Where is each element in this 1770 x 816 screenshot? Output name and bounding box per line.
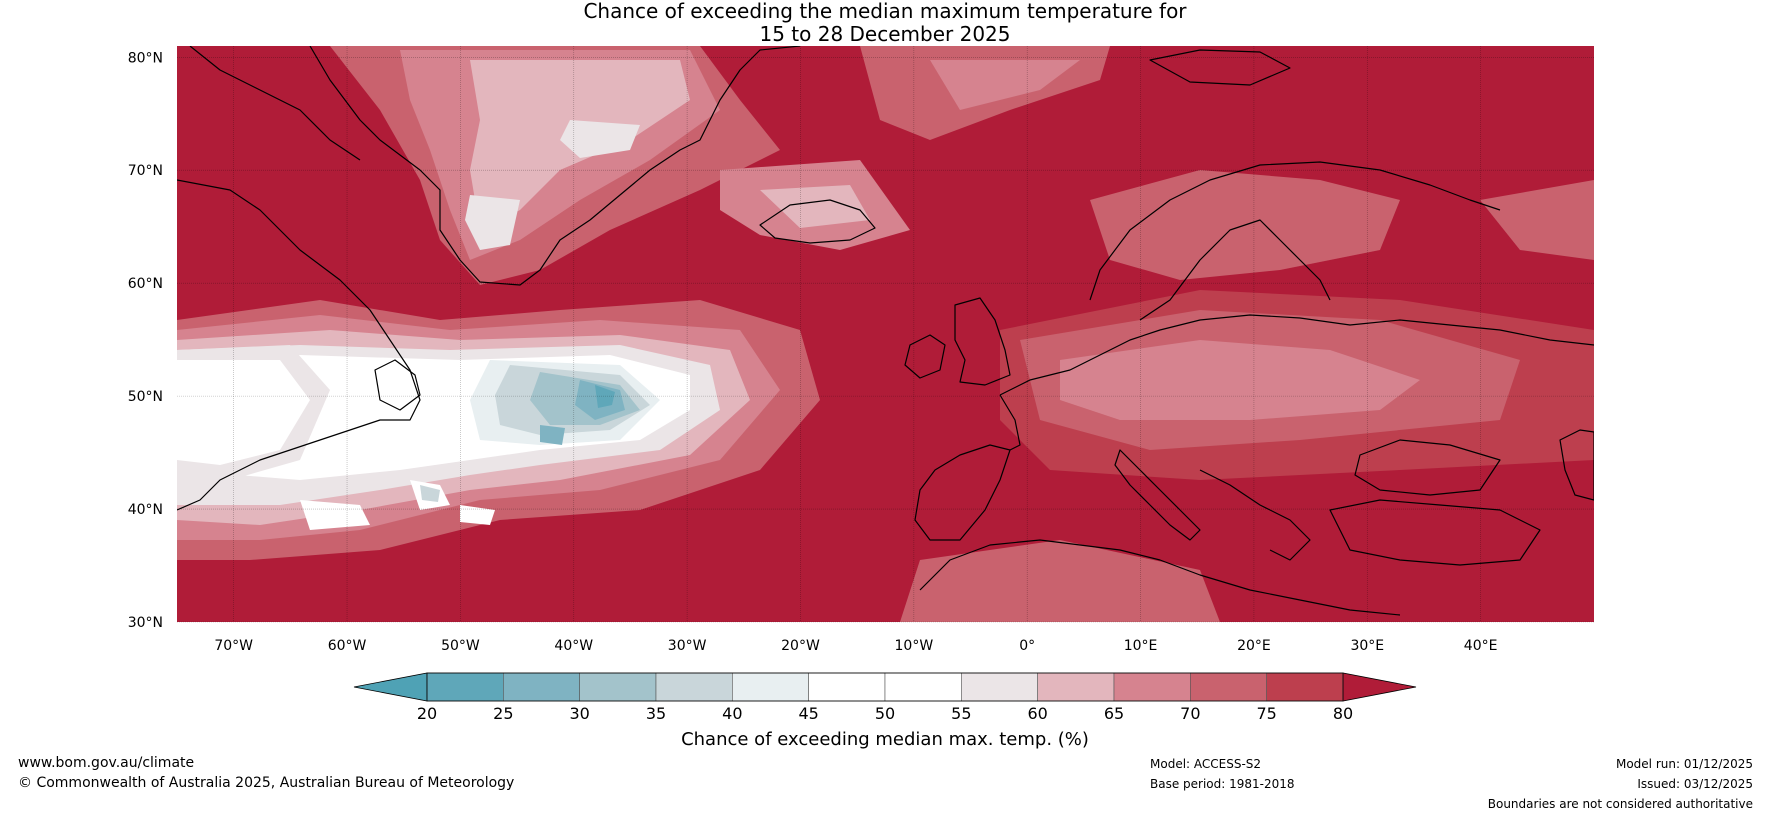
colorbar-segment (655, 672, 733, 702)
latitude-label: 50°N (128, 389, 163, 405)
colorbar-outline (426, 672, 1344, 702)
colorbar-segment (732, 672, 809, 702)
colorbar-tick-label: 50 (875, 704, 895, 723)
colorbar-tick-label: 70 (1180, 704, 1200, 723)
footer-model-run: Model run: 01/12/2025 (1615, 757, 1753, 771)
colorbar-tick-label: 35 (646, 704, 666, 723)
atlantic-shading-25b (540, 425, 565, 445)
france-coast (999, 394, 1021, 451)
longitude-label: 20°E (1237, 638, 1271, 654)
longitude-label: 30°E (1350, 638, 1384, 654)
colorbar-tick-label: 45 (798, 704, 818, 723)
footer-disclaimer: Boundaries are not considered authoritat… (1487, 797, 1753, 811)
footer-website: www.bom.gov.au/climate (18, 755, 195, 771)
colorbar-segment (1190, 672, 1267, 702)
colorbar-tick-label: 20 (417, 704, 437, 723)
latitude-label: 30°N (128, 615, 163, 631)
colorbar-segment (884, 672, 962, 702)
south-patch-4 (420, 485, 440, 502)
longitude-label: 10°W (895, 638, 934, 654)
europe-shading-65 (1060, 340, 1420, 420)
greenland-coast (309, 46, 801, 286)
colorbar: 20 25 30 35 40 45 50 55 60 65 70 75 80 (353, 672, 1417, 723)
black-sea-coast (1354, 439, 1501, 496)
greenland-shading-55b (465, 195, 520, 250)
colorbar-segment (503, 672, 580, 702)
probability-shading (177, 46, 1594, 622)
colorbar-segment (579, 672, 657, 702)
europe-coast (999, 314, 1594, 396)
sweden-coast (1139, 219, 1331, 321)
latitude-label: 60°N (128, 276, 163, 292)
colorbar-extend-high (1342, 672, 1417, 702)
colorbar-segment (1266, 672, 1344, 702)
latitude-label: 40°N (128, 502, 163, 518)
south-patch-3 (460, 505, 495, 525)
newfoundland-coast (374, 359, 421, 411)
russia-shading-70 (1480, 180, 1594, 260)
arctic-shading-65 (930, 60, 1080, 110)
balkans-coast (1199, 469, 1311, 561)
longitude-labels: 70°W 60°W 50°W 40°W 30°W 20°W 10°W 0° 10°E 20°E 30… (214, 638, 1497, 654)
italy-coast (1114, 449, 1201, 541)
north-africa-shading-70 (900, 540, 1220, 622)
iceland-strait-shading (760, 185, 870, 228)
colorbar-label: Chance of exceeding median max. temp. (%… (681, 729, 1089, 750)
colorbar-segment (426, 672, 504, 702)
map-title: Chance of exceeding the median maximum t… (0, 0, 1770, 46)
coastlines (177, 46, 1594, 616)
colorbar-segment (1037, 672, 1115, 702)
iceland-coast (759, 199, 876, 244)
colorbar-tick-label: 55 (951, 704, 971, 723)
svalbard-coast (1149, 49, 1291, 86)
canada-shading-50 (177, 360, 310, 465)
colorbar-tick-label: 25 (493, 704, 513, 723)
footer-base-period: Base period: 1981-2018 (1150, 777, 1295, 791)
colorbar-tick-label: 75 (1256, 704, 1276, 723)
greenland-coast-west (189, 46, 361, 161)
latitude-label: 80°N (128, 50, 163, 66)
longitude-label: 70°W (214, 638, 253, 654)
footer-copyright: © Commonwealth of Australia 2025, Austra… (18, 775, 515, 791)
footer-model: Model: ACCESS-S2 (1150, 757, 1262, 771)
caspian-coast (1559, 429, 1594, 501)
longitude-label: 10°E (1124, 638, 1158, 654)
longitude-label: 40°E (1464, 638, 1498, 654)
longitude-label: 40°W (554, 638, 593, 654)
longitude-label: 30°W (668, 638, 707, 654)
title-line-1: Chance of exceeding the median maximum t… (583, 0, 1187, 23)
north-africa-coast (919, 539, 1401, 616)
colorbar-segment (1113, 672, 1191, 702)
south-patch-2 (300, 500, 370, 530)
colorbar-extend-low (353, 672, 428, 702)
colorbar-tick-label: 65 (1104, 704, 1124, 723)
colorbar-tick-label: 40 (722, 704, 742, 723)
footer-issued: Issued: 03/12/2025 (1637, 777, 1753, 791)
longitude-label: 50°W (441, 638, 480, 654)
ireland-coast (904, 334, 946, 379)
latitude-label: 70°N (128, 163, 163, 179)
colorbar-segment (808, 672, 886, 702)
colorbar-segment (961, 672, 1038, 702)
longitude-label: 60°W (328, 638, 367, 654)
norway-coast (1089, 161, 1501, 301)
britain-coast (954, 297, 1011, 386)
title-line-2: 15 to 28 December 2025 (759, 22, 1011, 46)
latitude-labels: 80°N 70°N 60°N 50°N 40°N 30°N (128, 50, 163, 631)
colorbar-tick-label: 80 (1333, 704, 1353, 723)
longitude-label: 20°W (781, 638, 820, 654)
canada-coast (177, 179, 421, 511)
longitude-label: 0° (1019, 638, 1035, 654)
turkey-coast (1329, 499, 1541, 566)
colorbar-tick-label: 60 (1027, 704, 1047, 723)
graticule (177, 46, 1594, 623)
iberia-coast (914, 444, 1011, 541)
greenland-shading-55 (560, 120, 640, 158)
atlantic-shading-20 (595, 385, 615, 408)
colorbar-tick-label: 30 (569, 704, 589, 723)
